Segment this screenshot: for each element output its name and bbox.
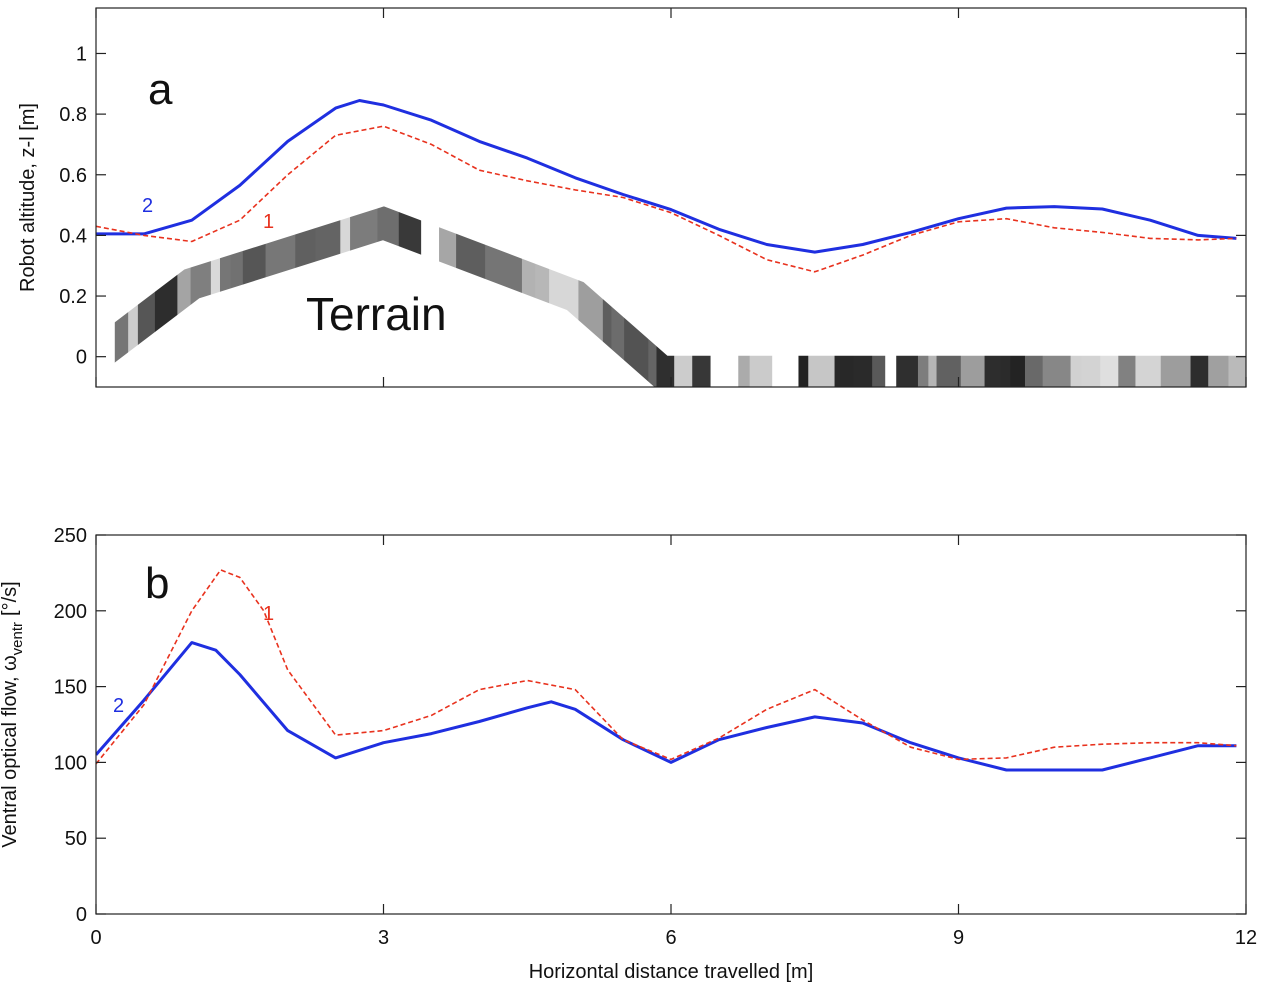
data-line: [96, 99, 1237, 254]
series-label: 2: [142, 195, 153, 217]
y-tick-label: 0.6: [59, 165, 87, 187]
y-axis-label-part: ventr: [9, 622, 26, 655]
x-tick-label: 6: [665, 927, 676, 949]
y-tick-label: 0.4: [59, 225, 87, 247]
plot-area: [96, 569, 1237, 772]
y-tick-label: 0: [76, 347, 87, 369]
altitude-panel: 0 0.2 0.4 0.6 0.8 1 Robot altitude, z-l [m]: [17, 7, 1247, 388]
series-label: 1: [263, 211, 274, 233]
y-tick-label: 100: [54, 752, 87, 774]
y-axis-label: Robot altitude, z-l [m]: [17, 103, 39, 292]
y-axis-label-part: [°/s]: [0, 581, 21, 616]
data-line: [96, 641, 1237, 772]
y-tick-label: 0.8: [59, 104, 87, 126]
series-label: 1: [263, 603, 274, 625]
y-axis-label-part: Ventral optical flow, ω: [0, 655, 21, 847]
x-tick-label: 12: [1235, 927, 1257, 949]
plot-area: [96, 8, 1246, 387]
axes-box: [95, 534, 1247, 915]
y-tick-label: 200: [54, 601, 87, 623]
x-tick-label: 0: [90, 927, 101, 949]
x-tick-label: 3: [378, 927, 389, 949]
y-tick-label: 0: [76, 904, 87, 926]
y-tick-label: 0.2: [59, 286, 87, 308]
y-tick-label: 150: [54, 677, 87, 699]
terrain-label: Terrain: [306, 288, 447, 340]
data-line: [96, 125, 1237, 273]
x-axis-label: Horizontal distance travelled [m]: [529, 961, 814, 983]
y-axis-label: Ventral optical flow, ωventr [°/s]: [0, 581, 26, 847]
y-tick-label: 250: [54, 525, 87, 547]
panel-letter: b: [145, 559, 169, 608]
x-tick-label: 9: [953, 927, 964, 949]
panel-letter: a: [148, 65, 173, 114]
series-label: 2: [113, 695, 124, 717]
data-line: [96, 569, 1237, 765]
y-tick-label: 1: [76, 43, 87, 65]
y-tick-label: 50: [65, 828, 87, 850]
terrain: [96, 8, 1246, 387]
